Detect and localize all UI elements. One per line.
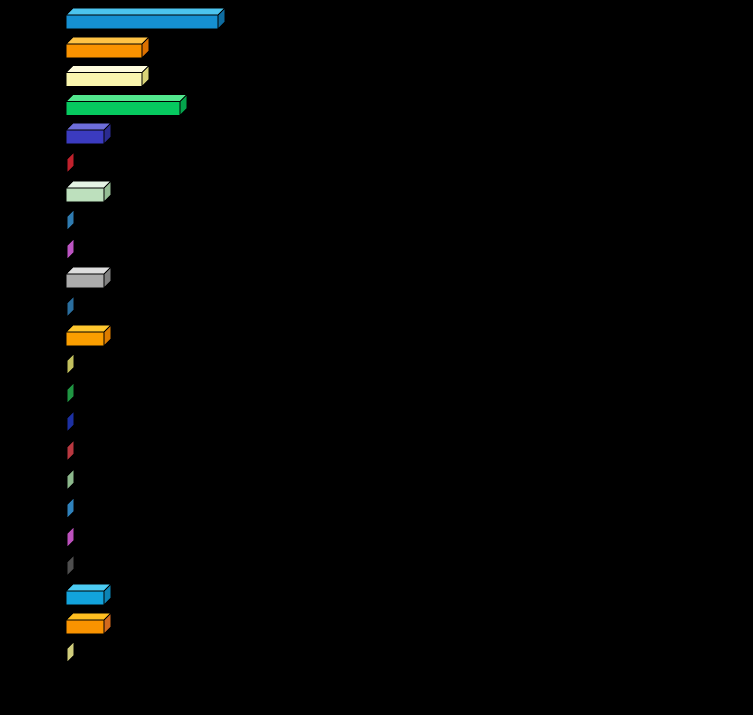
bar-3-front-face <box>65 100 181 116</box>
bar-17-front-face <box>65 504 68 520</box>
bar-7-front-face <box>65 216 68 232</box>
bar-16 <box>64 467 76 492</box>
bar-17-side-face <box>66 496 75 520</box>
bar-21-front-face <box>65 619 105 635</box>
bar-10-front-face <box>65 302 68 318</box>
bar-2-top-face <box>64 65 151 74</box>
bar-14-side-face <box>66 409 75 434</box>
bar-15-side-face <box>66 438 75 463</box>
bar-4-front-face <box>65 129 105 145</box>
bar-6-top-face <box>64 180 113 189</box>
bar-5 <box>64 150 76 175</box>
bar-9 <box>64 265 113 290</box>
bar-22-front-face <box>65 648 68 664</box>
bar-12 <box>64 352 76 376</box>
bar-1-front-face <box>65 43 143 59</box>
bar-4 <box>64 121 113 146</box>
bar-21-top-face <box>64 612 113 621</box>
bar-9-front-face <box>65 273 105 289</box>
bar-15-front-face <box>65 446 68 462</box>
bar-13-front-face <box>65 388 68 404</box>
bar-19 <box>64 553 76 578</box>
bar-18-side-face <box>66 525 75 549</box>
bar-16-side-face <box>66 467 75 492</box>
bar-8 <box>64 237 76 261</box>
bar-10 <box>64 294 76 319</box>
bar-15 <box>64 438 76 463</box>
bar-8-front-face <box>65 244 68 260</box>
bar-20-top-face <box>64 583 113 592</box>
bar-16-front-face <box>65 475 68 491</box>
bar-5-front-face <box>65 158 68 174</box>
bar-20 <box>64 582 113 607</box>
bar-17 <box>64 496 76 520</box>
bar-1 <box>64 35 151 60</box>
bar-18-front-face <box>65 532 68 548</box>
bar-9-top-face <box>64 266 113 275</box>
bar-19-front-face <box>65 561 68 577</box>
bar-3-top-face <box>64 93 189 102</box>
bar-12-front-face <box>65 360 68 376</box>
bar-6-front-face <box>65 187 105 203</box>
bar-20-front-face <box>65 590 105 606</box>
bar-2-front-face <box>65 72 143 88</box>
bar-11-front-face <box>65 331 105 347</box>
bar-19-side-face <box>66 553 75 578</box>
bar-22 <box>64 640 76 664</box>
bar-14 <box>64 409 76 434</box>
bar-10-side-face <box>66 294 75 319</box>
bar-22-side-face <box>66 640 75 664</box>
bar-5-side-face <box>66 150 75 175</box>
bar-2 <box>64 64 151 88</box>
bar-4-top-face <box>64 122 113 131</box>
bar-13-side-face <box>66 381 75 405</box>
bar-0-top-face <box>64 7 227 16</box>
bar-7 <box>64 208 76 232</box>
bar-12-side-face <box>66 352 75 376</box>
bar-14-front-face <box>65 417 68 433</box>
bar-0 <box>64 6 227 31</box>
bar-1-top-face <box>64 36 151 45</box>
bar-7-side-face <box>66 208 75 232</box>
bar-11 <box>64 323 113 348</box>
bar-21 <box>64 611 113 636</box>
bar-13 <box>64 381 76 405</box>
bar-3 <box>64 93 189 117</box>
bar-0-front-face <box>65 14 219 30</box>
bar-6 <box>64 179 113 204</box>
bar-18 <box>64 525 76 549</box>
bar-11-top-face <box>64 324 113 333</box>
bar-8-side-face <box>66 237 75 261</box>
